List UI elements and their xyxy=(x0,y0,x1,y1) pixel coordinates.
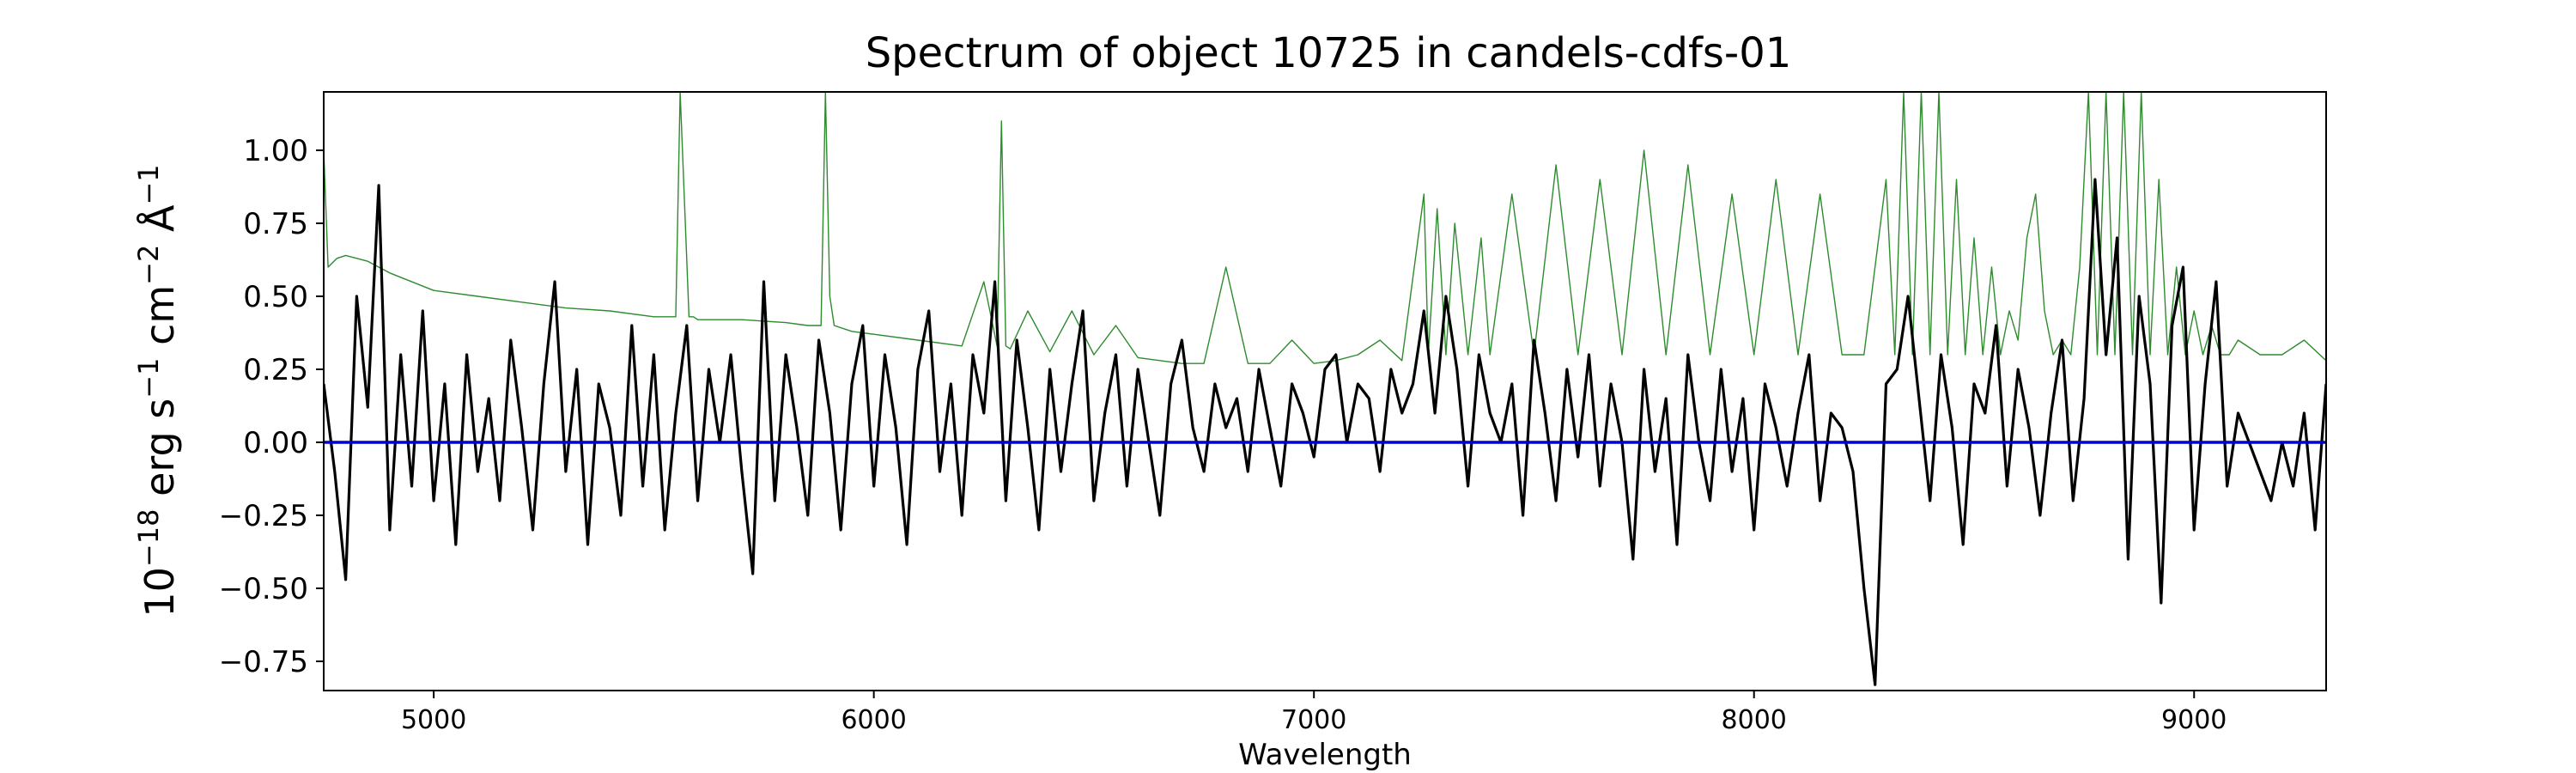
x-axis-label: Wavelength xyxy=(1238,738,1412,772)
series-layer xyxy=(324,92,2326,686)
plot-area xyxy=(323,91,2327,691)
x-tick-label: 9000 xyxy=(2161,705,2227,735)
y-label-base: 10 xyxy=(137,567,183,618)
y-tick-label: 0.50 xyxy=(243,280,308,314)
y-label-cm: cm xyxy=(137,285,183,358)
y-tick-label: 0.25 xyxy=(243,353,308,387)
y-label-angstrom: Å xyxy=(137,204,183,245)
y-label-exp-angstrom: −1 xyxy=(132,164,165,204)
y-tick-label: 0.75 xyxy=(243,207,308,241)
y-label-erg: erg s xyxy=(137,399,183,509)
y-label-exp-cm: −2 xyxy=(132,245,165,285)
y-label-exp-18: −18 xyxy=(132,509,165,568)
plot-frame xyxy=(323,91,2327,691)
x-tick-label: 7000 xyxy=(1281,705,1346,735)
x-tick-label: 6000 xyxy=(841,705,906,735)
chart-title: Spectrum of object 10725 in candels-cdfs… xyxy=(866,29,1792,77)
x-axis: 5000 6000 7000 8000 9000 xyxy=(401,691,2227,735)
y-axis: 1.00 0.75 0.50 0.25 0.00 −0.25 −0.50 −0.75 xyxy=(219,134,324,679)
y-tick-label: −0.25 xyxy=(219,499,308,533)
y-tick-label: −0.75 xyxy=(219,645,308,679)
flux-series-line xyxy=(324,178,2326,686)
y-tick-label: −0.50 xyxy=(219,572,308,606)
y-tick-label: 1.00 xyxy=(243,134,308,168)
y-tick-label: 0.00 xyxy=(243,426,308,460)
y-axis-label: 10−18 erg s−1 cm−2 Å−1 xyxy=(132,164,183,617)
x-tick-label: 5000 xyxy=(401,705,466,735)
x-tick-label: 8000 xyxy=(1722,705,1787,735)
y-label-exp-s: −1 xyxy=(132,358,165,399)
